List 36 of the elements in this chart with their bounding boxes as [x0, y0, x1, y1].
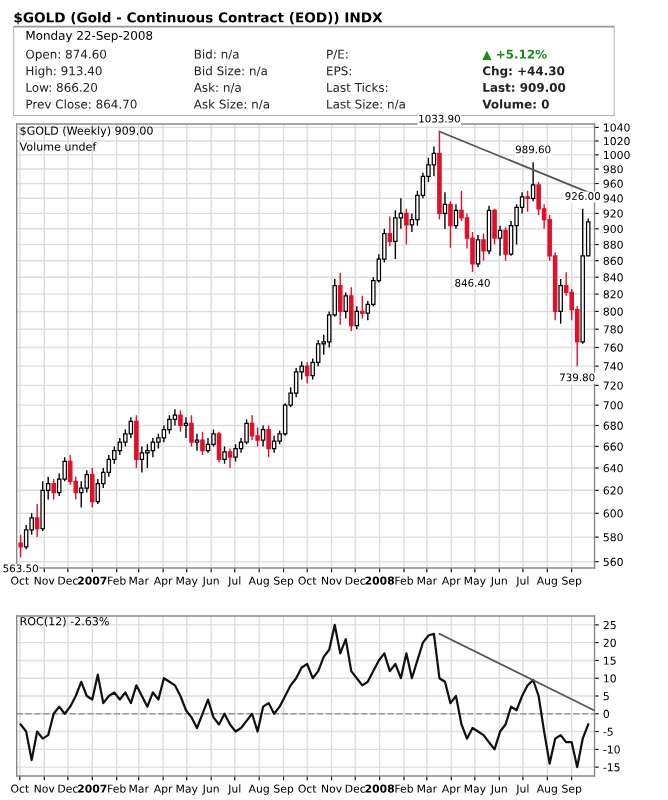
candlestick [260, 424, 266, 448]
candlestick [189, 414, 194, 448]
candlestick [89, 467, 95, 509]
candlestick [343, 291, 349, 320]
candlestick [530, 161, 536, 202]
candlestick [497, 225, 503, 257]
candlestick [360, 295, 365, 320]
candlestick [227, 447, 233, 469]
candlestick [249, 414, 255, 441]
candlestick [448, 200, 453, 249]
candlestick [244, 418, 249, 445]
candlestick [354, 305, 360, 330]
candlestick [51, 478, 56, 501]
candlestick [145, 443, 150, 469]
candlestick [481, 232, 486, 262]
candlestick [34, 503, 40, 538]
candlestick [348, 286, 354, 332]
candlestick [475, 234, 481, 268]
candlestick [404, 208, 409, 246]
candlestick [139, 445, 145, 474]
candlestick [200, 431, 205, 456]
candlestick [216, 431, 222, 464]
candlestick [266, 424, 271, 458]
candlestick [492, 208, 497, 246]
candlestick [40, 480, 45, 532]
candlestick [134, 414, 139, 469]
candlestick [387, 215, 393, 247]
candlestick [503, 226, 508, 262]
candlestick [167, 414, 172, 435]
line-series [19, 623, 590, 769]
candlestick [194, 433, 200, 452]
candlestick [18, 533, 23, 559]
candlestick [558, 278, 563, 325]
candlestick [178, 409, 183, 433]
candlestick [337, 272, 343, 326]
candlestick [525, 190, 530, 213]
